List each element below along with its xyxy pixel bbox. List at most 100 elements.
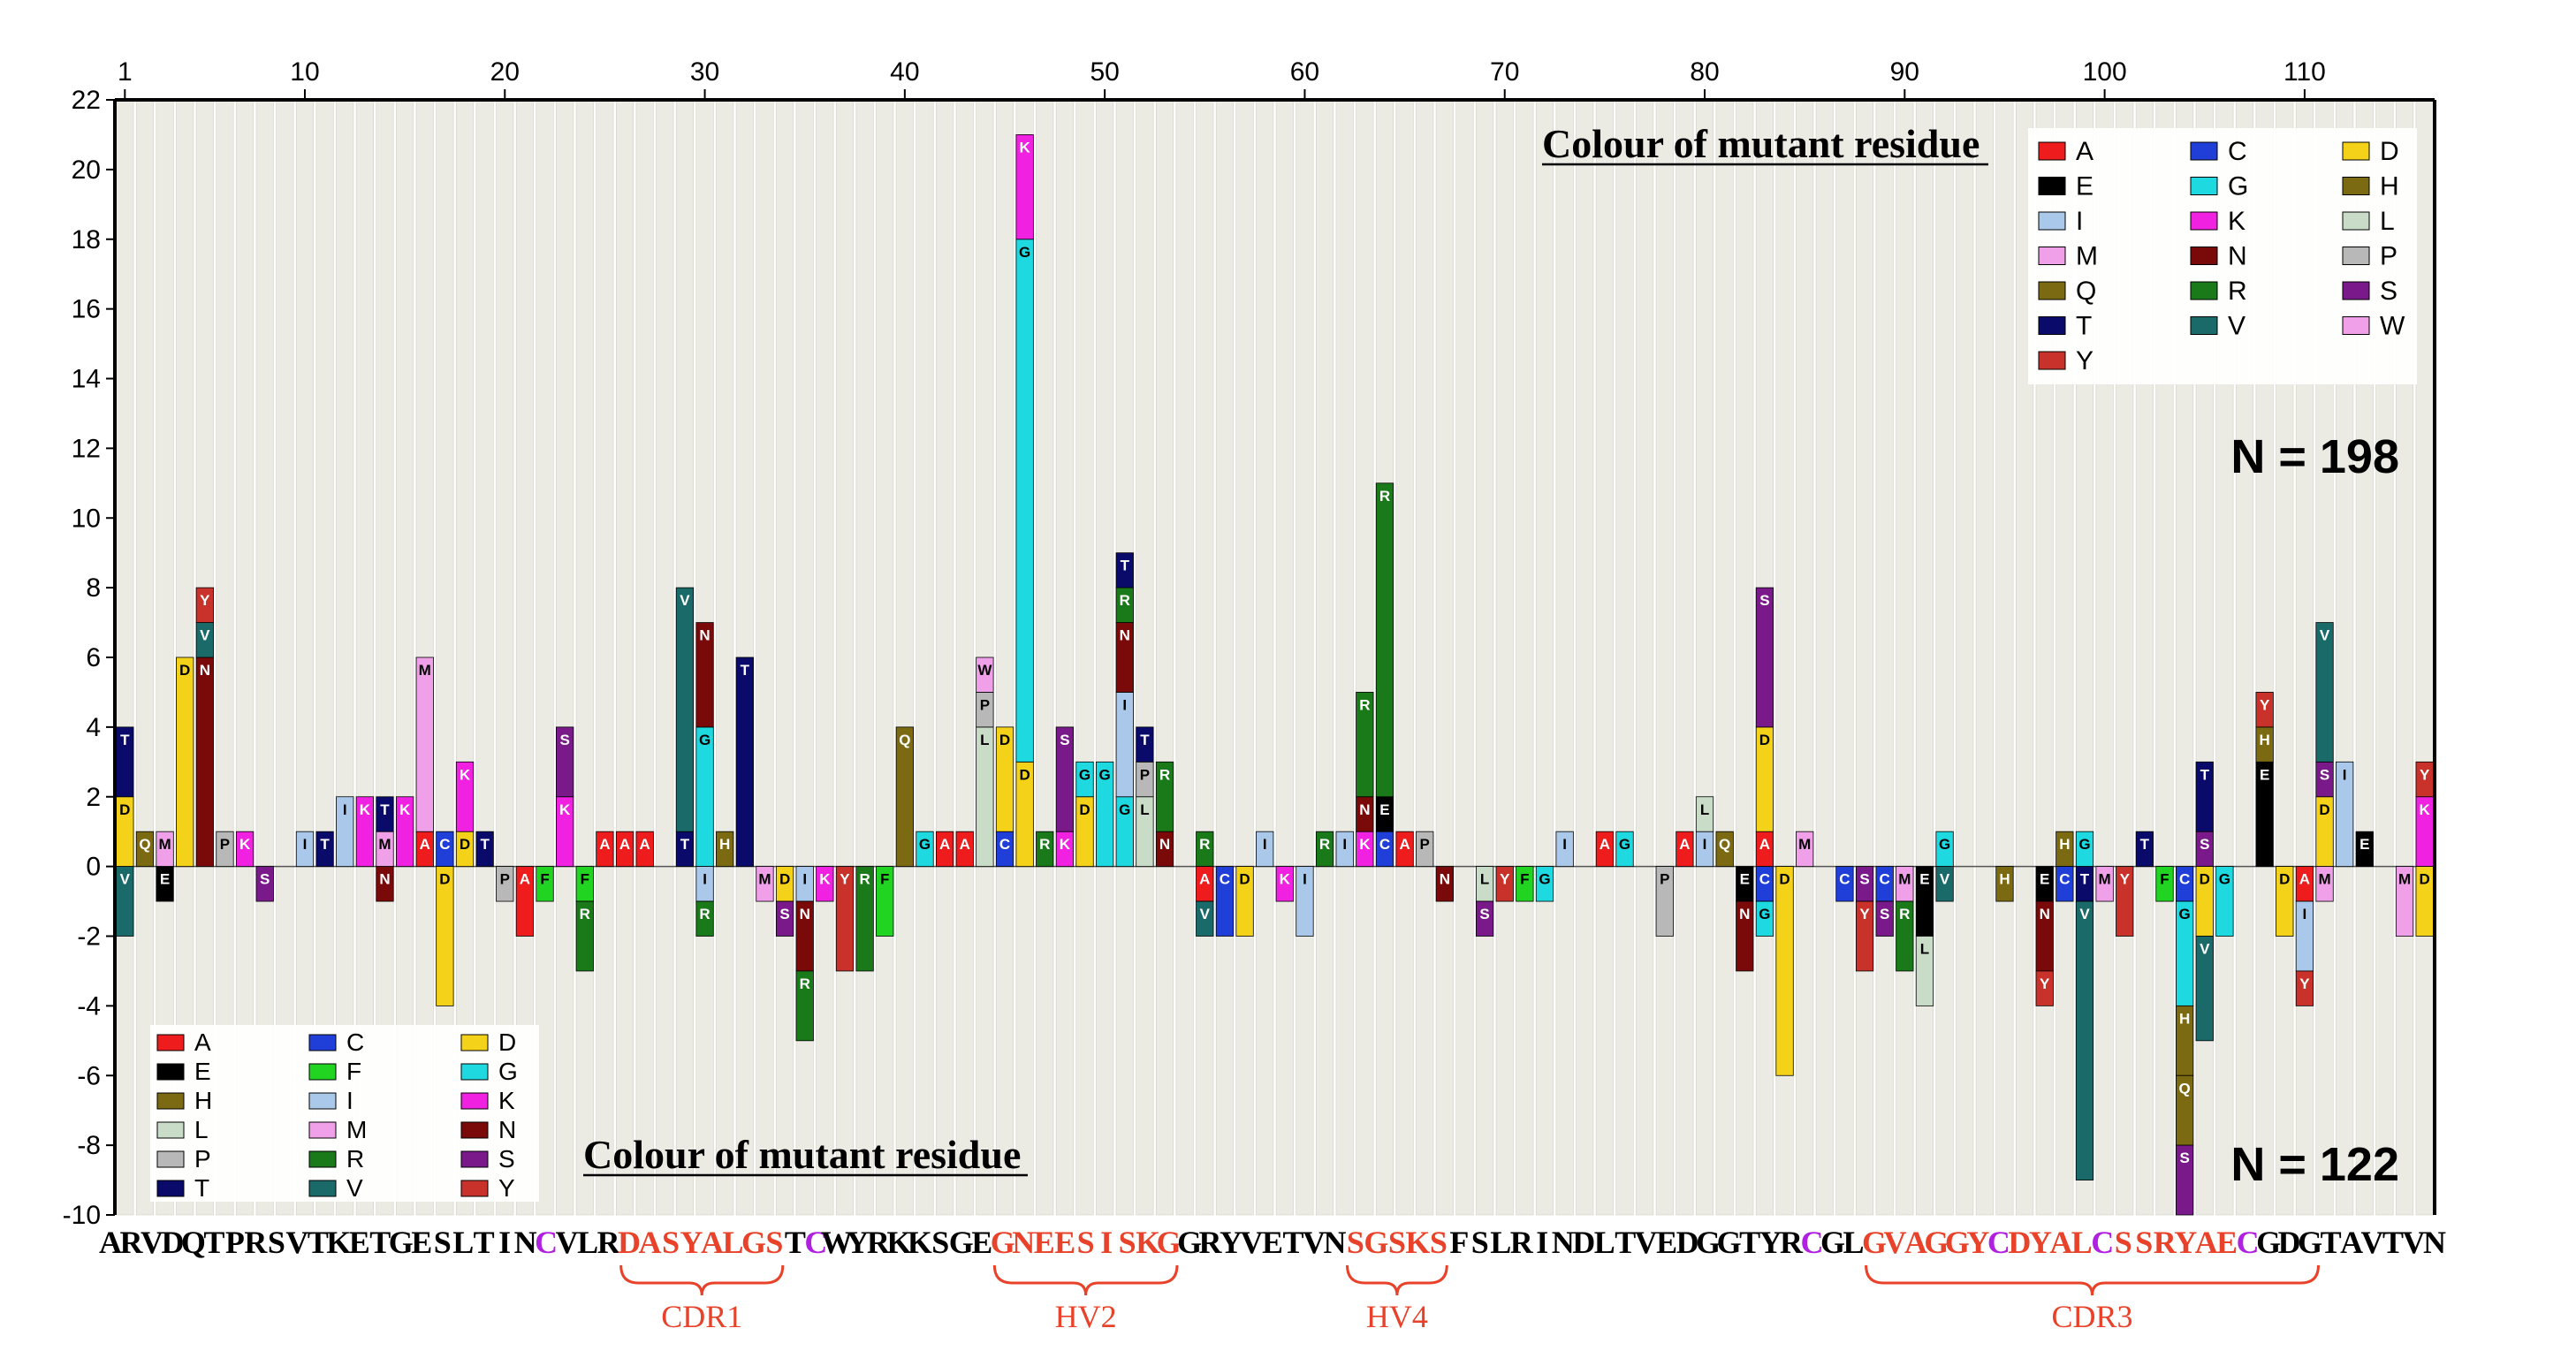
bar-segment	[2215, 866, 2234, 937]
grid-column	[1875, 99, 1894, 1216]
grid-column	[1915, 99, 1934, 1216]
sequence-residue: L	[1843, 1225, 1864, 1260]
bar-segment-label: A	[1600, 836, 1610, 853]
grid-column	[916, 99, 934, 1216]
bar-segment-label: V	[2079, 906, 2090, 922]
bar-segment-label: T	[380, 801, 390, 818]
y-tick-label: 2	[86, 783, 101, 812]
grid-column	[895, 99, 914, 1216]
bar-segment-label: L	[1920, 941, 1929, 958]
bar-segment-label: K	[1280, 871, 1291, 888]
bar-segment	[1335, 831, 1354, 868]
grid-column	[1356, 99, 1374, 1216]
grid-column	[1495, 99, 1514, 1216]
y-tick-label: 4	[86, 713, 101, 742]
grid-column	[1316, 99, 1334, 1216]
legend-label: N	[498, 1116, 516, 1143]
legend-label: K	[2228, 207, 2245, 236]
bar-segment	[615, 831, 635, 868]
bar-segment-label: D	[1019, 766, 1030, 783]
bar-segment	[775, 900, 794, 937]
bar-segment-label: N	[1159, 836, 1170, 853]
grid-column	[876, 99, 894, 1216]
bar-segment	[195, 657, 214, 868]
sequence-residue: K	[1136, 1225, 1160, 1260]
y-tick-label: 16	[72, 295, 101, 324]
grid-column	[716, 99, 734, 1216]
sequence-residue: S	[268, 1225, 285, 1260]
bar-segment-label: Q	[899, 732, 910, 748]
grid-column	[556, 99, 574, 1216]
x-tick-label: 10	[290, 57, 319, 87]
bar-segment-label: W	[977, 662, 992, 679]
bar-segment	[1475, 900, 1494, 937]
bar-segment	[1935, 866, 1954, 902]
bar-segment-label: E	[160, 871, 170, 888]
bar-segment-label: I	[1562, 836, 1567, 853]
bar-segment-label: N	[800, 906, 810, 922]
sequence-residue: V	[285, 1225, 308, 1260]
bar-segment-label: M	[2318, 871, 2330, 888]
legend-swatch	[156, 1180, 185, 1197]
bottom-legend-title: Colour of mutant residue	[583, 1132, 1021, 1177]
bar-segment-label: K	[1019, 139, 1030, 156]
bar-segment-label: L	[1140, 801, 1149, 818]
legend-label: D	[2380, 137, 2399, 166]
x-tick-label: 110	[2283, 57, 2326, 87]
x-tick-label: 1	[118, 57, 133, 87]
bar-segment-label: G	[1099, 766, 1111, 783]
sequence-residue: T	[308, 1225, 329, 1260]
region-label: CDR3	[2052, 1299, 2133, 1334]
y-tick-label: -6	[77, 1061, 101, 1090]
bar-segment-label: N	[1359, 801, 1370, 818]
bar-segment	[1015, 239, 1034, 763]
bar-segment-label: G	[1079, 766, 1090, 783]
bar-segment	[1235, 866, 1254, 937]
bar-segment-label: T	[1140, 732, 1150, 748]
bar-segment-label: H	[2179, 1010, 2190, 1027]
legend-swatch	[2342, 281, 2370, 300]
sequence-residue: S	[2135, 1225, 2153, 1260]
x-tick-label: 90	[1890, 57, 1919, 87]
legend-label: K	[498, 1087, 515, 1114]
bar-segment-label: K	[819, 871, 831, 888]
y-tick-label: 14	[72, 365, 101, 394]
legend-label: Y	[2076, 346, 2093, 376]
bar-segment-label: A	[420, 836, 430, 853]
bar-segment-label: S	[2320, 766, 2329, 783]
sequence-residue: C	[804, 1225, 827, 1260]
sequence-residue: G	[741, 1225, 766, 1260]
legend-swatch	[2038, 281, 2066, 300]
sequence-residue: V	[1883, 1225, 1906, 1260]
sequence-residue: G	[991, 1225, 1015, 1260]
y-tick-label: 20	[72, 156, 101, 185]
legend-label: P	[194, 1145, 211, 1173]
bar-segment-label: D	[2200, 871, 2210, 888]
sequence-residue: G	[2256, 1225, 2281, 1260]
legend-swatch	[460, 1180, 489, 1197]
x-tick-label: 50	[1090, 57, 1119, 87]
sequence-residue: V	[2361, 1225, 2384, 1260]
grid-column	[1296, 99, 1314, 1216]
bar-segment-label: Y	[200, 592, 210, 609]
bar-segment-label: P	[980, 696, 990, 713]
sequence-residue: G	[1862, 1225, 1887, 1260]
sequence-residue: N	[514, 1225, 537, 1260]
bar-segment	[176, 657, 194, 868]
bar-segment-label: P	[220, 836, 230, 853]
sequence-residue: A	[99, 1225, 122, 1260]
bar-segment-label: R	[1199, 836, 1210, 853]
bar-segment-label: M	[419, 662, 431, 679]
legend-label: T	[2076, 312, 2092, 341]
bar-segment-label: N	[1440, 871, 1450, 888]
grid-column	[776, 99, 794, 1216]
sequence-residue: L	[452, 1225, 474, 1260]
bar-segment	[1256, 831, 1274, 868]
sequence-residue: K	[326, 1225, 351, 1260]
bar-segment	[635, 831, 654, 868]
bar-segment-label: K	[559, 801, 571, 818]
sequence-residue: K	[1405, 1225, 1430, 1260]
bar-segment	[1096, 761, 1114, 868]
sequence-residue: V	[2403, 1225, 2426, 1260]
bar-segment-label: T	[2200, 766, 2210, 783]
